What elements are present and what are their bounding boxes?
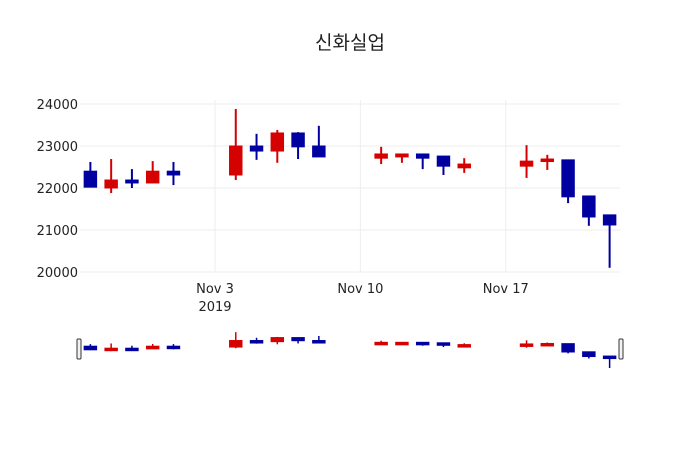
y-tick-label: 22000 [37,182,78,197]
candle [249,133,264,160]
candle [125,345,139,352]
candle [395,341,409,346]
slider-right-handle[interactable] [618,338,624,360]
candle [415,341,430,346]
candle [229,332,243,349]
candle [561,159,575,204]
candle [166,161,181,186]
candle [145,161,160,184]
candle [602,214,617,268]
y-tick-label: 24000 [37,98,78,113]
candle [519,340,534,348]
candle [312,335,326,344]
candle [519,145,534,178]
candle [125,169,139,188]
candle [270,130,285,163]
chart-title: 신화실업 [315,32,385,54]
candle [312,125,326,158]
candle [166,344,181,350]
x-tick-label: Nov 3 [196,282,234,297]
candle [415,153,430,170]
candle [291,337,305,344]
y-tick-label: 20000 [37,266,78,281]
candle [436,342,451,348]
candle [457,343,471,348]
candle [395,153,409,163]
candle [249,337,264,344]
candle [374,340,388,346]
candle [540,342,555,347]
candle [582,195,596,226]
candle [104,159,118,194]
slider-left-handle[interactable] [76,338,82,360]
candle [582,351,596,359]
y-tick-label: 23000 [37,140,78,155]
range-slider[interactable] [76,332,624,368]
y-tick-label: 21000 [37,224,78,239]
candle [374,146,388,165]
candle [145,343,160,350]
candle [291,132,305,160]
x-tick-label: Nov 17 [483,282,529,297]
candle [561,343,575,354]
candle [229,109,243,181]
y-axis: 20000 21000 22000 23000 24000 [37,98,78,281]
candle [270,336,285,345]
grid-lines [80,100,620,273]
x-tick-year: 2019 [198,300,231,315]
candle [83,161,98,188]
candle [436,155,451,175]
candle [83,344,98,351]
candles [83,109,617,268]
candle [457,158,471,173]
candle [602,355,617,368]
candle [104,343,118,352]
candle [540,154,555,170]
x-tick-label: Nov 10 [337,282,383,297]
x-axis: Nov 3 2019 Nov 10 Nov 17 [196,282,529,315]
